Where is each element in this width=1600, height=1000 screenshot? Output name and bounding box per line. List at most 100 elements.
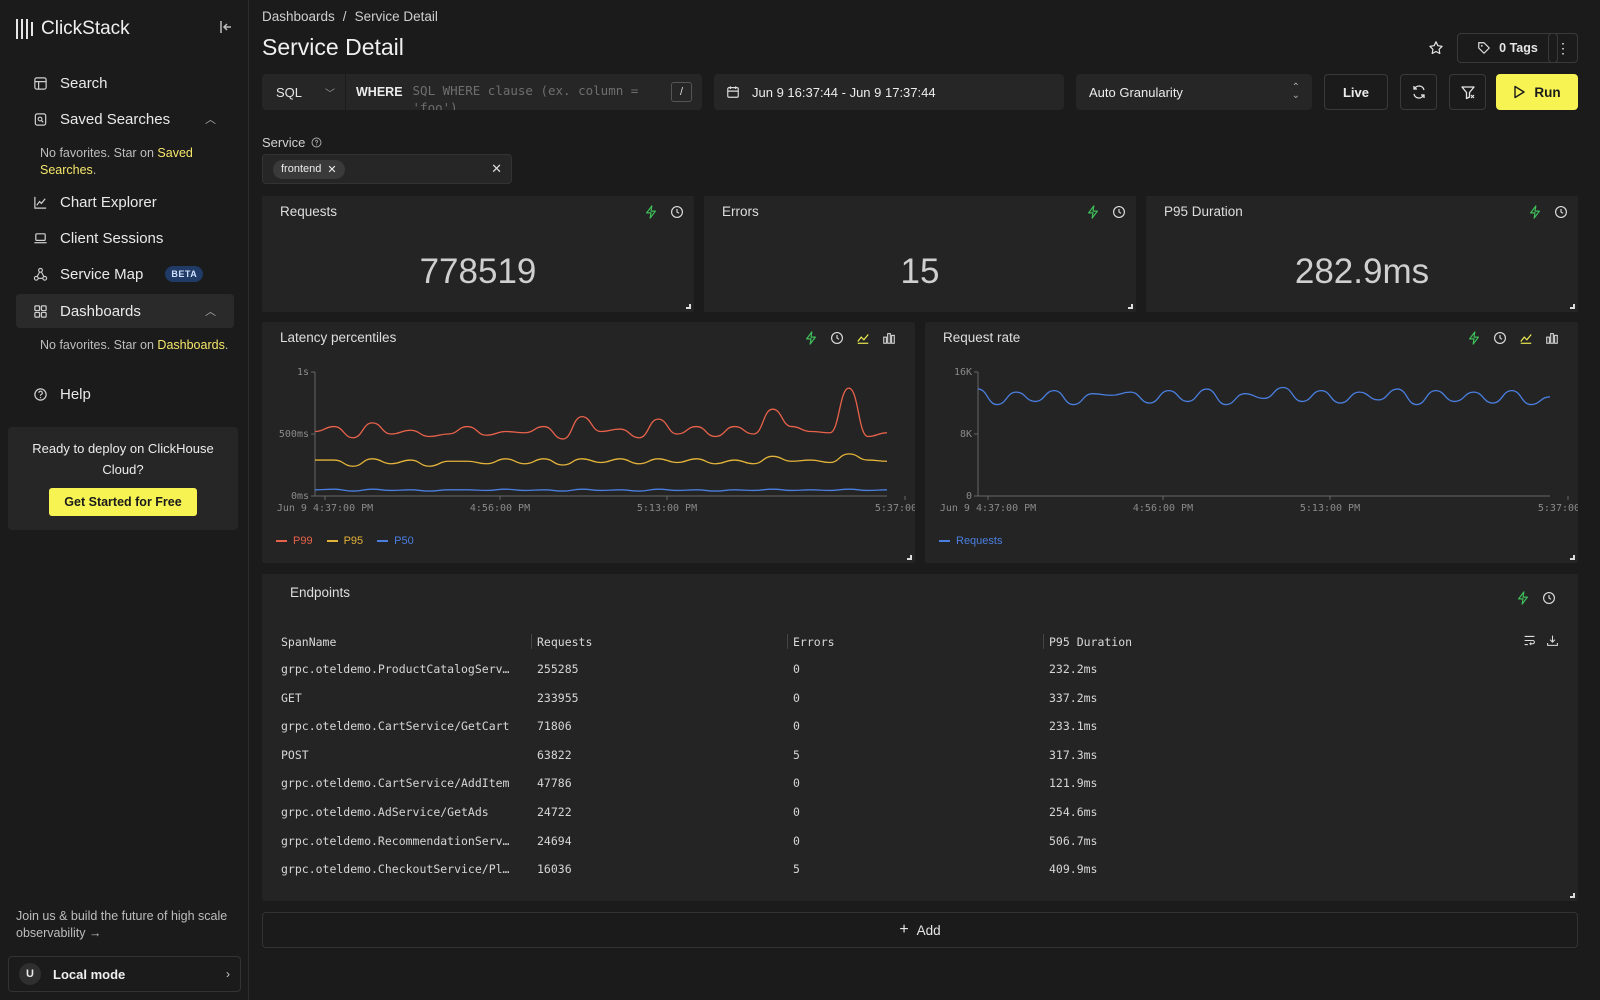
where-input[interactable]: SQL WHERE clause (ex. column = 'foo') — [412, 83, 639, 110]
resize-handle-icon[interactable] — [1570, 555, 1575, 560]
lightning-icon[interactable] — [1086, 205, 1100, 222]
table-row[interactable]: grpc.oteldemo.CartService/AddItem 47786 0 1… — [281, 776, 1381, 804]
table-row[interactable]: POST 63822 5 317.3ms — [281, 748, 1381, 776]
column-resize-handle[interactable] — [787, 634, 788, 649]
line-chart-icon[interactable] — [856, 331, 870, 348]
stat-value: 778519 — [419, 252, 537, 291]
info-icon[interactable] — [311, 137, 322, 148]
more-options-button[interactable]: ⋮ — [1548, 33, 1578, 63]
download-icon[interactable] — [1546, 634, 1559, 650]
chevron-right-icon: › — [226, 967, 230, 981]
resize-handle-icon[interactable] — [907, 555, 912, 560]
add-tile-button[interactable]: + Add — [262, 912, 1578, 948]
dashboards-link[interactable]: Dashboards — [157, 338, 225, 352]
time-range-picker[interactable]: Jun 9 16:37:44 - Jun 9 17:37:44 — [714, 74, 1064, 110]
column-resize-handle[interactable] — [1043, 634, 1044, 649]
collapse-sidebar-icon[interactable] — [218, 19, 236, 37]
sidebar-item-label: Service Map — [60, 265, 144, 283]
sidebar-item-search[interactable]: Search — [16, 66, 234, 100]
y-tick-label: 0ms — [291, 491, 309, 502]
resize-handle-icon[interactable] — [1570, 304, 1575, 309]
get-started-button[interactable]: Get Started for Free — [49, 488, 197, 516]
clock-icon[interactable] — [1542, 591, 1556, 608]
run-button[interactable]: Run — [1496, 74, 1578, 110]
y-tick-label: 1s — [297, 367, 309, 378]
dots-vertical-icon: ⋮ — [1556, 40, 1570, 56]
stat-panel-errors: Errors 15 — [704, 196, 1136, 312]
sidebar-item-saved-searches[interactable]: Saved Searches ︿ — [16, 102, 234, 136]
panel-actions — [1086, 205, 1126, 222]
column-header-errors[interactable]: Errors — [793, 635, 835, 649]
legend-item[interactable]: P50 — [377, 535, 414, 547]
clock-icon[interactable] — [1554, 205, 1568, 222]
bookmark-search-icon — [32, 111, 48, 127]
tag-icon — [1478, 42, 1490, 54]
table-row[interactable]: GET 233955 0 337.2ms — [281, 691, 1381, 719]
live-button[interactable]: Live — [1324, 74, 1388, 110]
table-row[interactable]: grpc.oteldemo.RecommendationServ… 24694 0 5… — [281, 834, 1381, 862]
saved-searches-empty-note: No favorites. Star on Saved Searches. — [40, 145, 230, 179]
chart-panel-latency: Latency percentiles 0ms 500ms 1s Jun 9 4:37… — [262, 322, 915, 563]
table-cell: 121.9ms — [1049, 776, 1098, 791]
granularity-select[interactable]: Auto Granularity ⌃ ⌄ — [1076, 74, 1312, 110]
table-row[interactable]: grpc.oteldemo.AdService/GetAds 24722 0 254.… — [281, 805, 1381, 833]
service-multiselect[interactable]: frontend ✕ ✕ — [262, 154, 512, 184]
clock-icon[interactable] — [1112, 205, 1126, 222]
table-row[interactable]: grpc.oteldemo.CheckoutService/Pl… 16036 5 4… — [281, 862, 1381, 890]
column-header-requests[interactable]: Requests — [537, 635, 593, 649]
refresh-button[interactable] — [1400, 74, 1437, 110]
y-tick-label: 8K — [960, 429, 972, 440]
legend-item[interactable]: P99 — [276, 535, 313, 547]
lightning-icon[interactable] — [1467, 331, 1481, 348]
breadcrumb-dashboards[interactable]: Dashboards — [262, 9, 335, 24]
join-community-link[interactable]: Join us & build the future of high scale… — [16, 909, 228, 940]
table-row[interactable]: grpc.oteldemo.ProductCatalogServ… 255285 0… — [281, 662, 1381, 690]
resize-handle-icon[interactable] — [686, 304, 691, 309]
clock-icon[interactable] — [670, 205, 684, 222]
filter-settings-button[interactable] — [1449, 74, 1486, 110]
saved-searches-link[interactable]: Saved Searches — [40, 146, 193, 177]
tags-button[interactable]: 0 Tags — [1457, 33, 1558, 63]
panel-actions — [1516, 591, 1556, 608]
bar-chart-icon[interactable] — [1545, 331, 1559, 348]
column-resize-handle[interactable] — [531, 634, 532, 649]
clock-icon[interactable] — [1493, 331, 1507, 348]
clear-icon[interactable]: ✕ — [491, 161, 502, 176]
tags-label: 0 Tags — [1499, 41, 1538, 55]
column-header-spanname[interactable]: SpanName — [281, 635, 337, 649]
panel-title: Latency percentiles — [280, 330, 397, 345]
table-icon — [32, 75, 48, 91]
legend-swatch — [377, 540, 389, 542]
legend-item[interactable]: Requests — [939, 535, 1002, 547]
sidebar-item-service-map[interactable]: Service Map BETA — [16, 257, 234, 291]
column-header-p95-duration[interactable]: P95 Duration — [1049, 635, 1133, 649]
sidebar-item-dashboards[interactable]: Dashboards ︿ — [16, 294, 234, 328]
page-title[interactable]: Service Detail — [262, 34, 404, 60]
query-language-select[interactable]: SQL ﹀ — [262, 74, 346, 110]
table-cell: 0 — [793, 662, 800, 676]
line-chart-icon[interactable] — [1519, 331, 1533, 348]
x-tick-label: 5:37:00 PM — [875, 503, 915, 514]
latency-chart[interactable]: 0ms 500ms 1s Jun 9 4:37:00 PM 4:56:00 PM 5:13… — [262, 360, 915, 560]
user-mode-menu[interactable]: U Local mode › — [8, 956, 241, 992]
brand[interactable]: ClickStack — [16, 16, 130, 42]
resize-handle-icon[interactable] — [1128, 304, 1133, 309]
sidebar-item-client-sessions[interactable]: Client Sessions — [16, 221, 234, 255]
legend-item[interactable]: P95 — [326, 535, 363, 547]
favorite-star-button[interactable] — [1421, 33, 1451, 63]
lightning-icon[interactable] — [1516, 591, 1530, 608]
request-rate-chart[interactable]: 0 8K 16K Jun 9 4:37:00 PM 4:56:00 PM 5:13:00 … — [925, 360, 1578, 560]
sidebar-item-help[interactable]: Help — [16, 377, 234, 411]
clock-icon[interactable] — [830, 331, 844, 348]
sidebar-item-chart-explorer[interactable]: Chart Explorer — [16, 185, 234, 219]
resize-handle-icon[interactable] — [1570, 893, 1575, 898]
lightning-icon[interactable] — [644, 205, 658, 222]
lightning-icon[interactable] — [804, 331, 818, 348]
bar-chart-icon[interactable] — [882, 331, 896, 348]
remove-pill-icon[interactable]: ✕ — [327, 163, 337, 176]
wrap-text-icon[interactable] — [1523, 634, 1536, 650]
table-row[interactable]: grpc.oteldemo.CartService/GetCart 71806 0 2… — [281, 719, 1381, 747]
lightning-icon[interactable] — [1528, 205, 1542, 222]
filter-icon — [1460, 86, 1475, 100]
x-tick-label: Jun 9 4:37:00 PM — [277, 503, 373, 514]
